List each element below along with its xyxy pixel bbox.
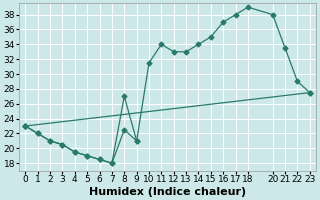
X-axis label: Humidex (Indice chaleur): Humidex (Indice chaleur)	[89, 187, 246, 197]
